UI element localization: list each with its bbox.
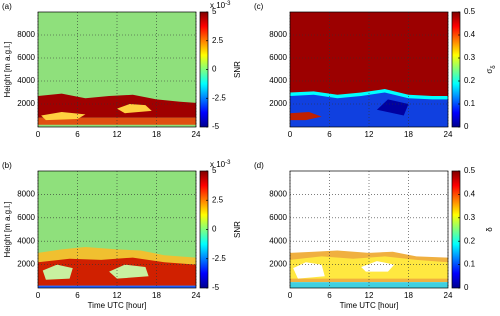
x-tick-label: 18 (404, 291, 413, 300)
y-tick-label: 8000 (269, 30, 287, 39)
y-axis-label: Height [m a.g.l.] (3, 201, 12, 257)
colorbar-scale: x 10-3 (210, 160, 231, 170)
x-tick-label: 0 (288, 291, 293, 300)
x-tick-label: 6 (75, 291, 80, 300)
y-tick-label: 6000 (269, 53, 287, 62)
colorbar (451, 11, 461, 128)
colorbar-label: σδ (485, 65, 496, 74)
y-tick-label: 2000 (269, 99, 287, 108)
y-tick-label: 8000 (269, 190, 287, 199)
colorbar-scale: x 10-3 (210, 1, 231, 11)
x-tick-label: 24 (192, 130, 201, 139)
colorbar-tick-label: -2.5 (212, 93, 226, 102)
colorbar-tick-label: 0 (212, 225, 217, 234)
x-tick-label: 24 (192, 291, 201, 300)
colorbar-tick-label: 0 (464, 283, 469, 292)
heatmap-region (290, 112, 322, 121)
x-tick-label: 6 (327, 291, 332, 300)
colorbar-tick-label: 5 (212, 166, 217, 175)
x-tick-label: 18 (404, 130, 413, 139)
x-tick-label: 6 (327, 130, 332, 139)
colorbar-label-sub: δ (491, 65, 497, 69)
x-tick-label: 18 (152, 291, 161, 300)
plot-frame (289, 170, 449, 289)
colorbar-tick-label: 0.2 (464, 76, 476, 85)
plot-frame (37, 170, 197, 289)
y-axis-label: Height [m a.g.l.] (3, 41, 12, 97)
plot-frame (289, 11, 449, 128)
y-tick-label: 2000 (17, 99, 35, 108)
x-tick-label: 12 (113, 291, 122, 300)
colorbar-tick-label: 0.5 (464, 166, 476, 175)
heatmap-region (376, 99, 409, 116)
colorbar-label-text: σ (485, 69, 494, 74)
colorbar-tick-label: 0.5 (464, 7, 476, 16)
y-tick-label: 4000 (17, 236, 35, 245)
colorbar-scale-exponent: -3 (225, 160, 231, 166)
colorbar-tick-label: 0.3 (464, 213, 476, 222)
colorbar-tick-label: 2.5 (212, 195, 224, 204)
x-tick-label: 24 (444, 130, 453, 139)
panel-label: (c) (254, 2, 264, 11)
panel-label: (a) (2, 2, 12, 11)
colorbar-tick-label: 0.4 (464, 30, 476, 39)
heatmap-region (117, 104, 152, 114)
y-tick-label: 4000 (17, 76, 35, 85)
colorbar-tick-label: 2.5 (212, 36, 224, 45)
heatmap-region (38, 117, 196, 125)
heatmap-region (361, 261, 395, 272)
colorbar-tick-label: -5 (212, 283, 220, 292)
heatmap-region (38, 285, 196, 288)
colorbar-tick-label: 0.1 (464, 260, 476, 269)
y-tick-label: 2000 (269, 260, 287, 269)
x-tick-label: 0 (36, 291, 41, 300)
x-tick-label: 24 (444, 291, 453, 300)
heatmap-region (42, 264, 73, 280)
y-tick-label: 8000 (17, 190, 35, 199)
x-axis-label: Time UTC [hour] (340, 301, 399, 310)
colorbar-label: SNR (233, 61, 242, 78)
colorbar-label: SNR (233, 221, 242, 238)
colorbar-label: δ (485, 227, 494, 232)
colorbar-tick-label: -2.5 (212, 254, 226, 263)
y-tick-label: 4000 (269, 236, 287, 245)
colorbar-tick-label: 0 (464, 122, 469, 131)
y-tick-label: 6000 (269, 213, 287, 222)
heatmap-region (293, 262, 325, 279)
heatmap-region (109, 264, 149, 279)
colorbar-label-text: SNR (233, 221, 242, 238)
colorbar-tick-label: 0 (212, 65, 217, 74)
panel-label: (d) (254, 161, 264, 170)
x-tick-label: 0 (288, 130, 293, 139)
y-tick-label: 8000 (17, 30, 35, 39)
colorbar-tick-label: 5 (212, 7, 217, 16)
heatmap-region (41, 112, 86, 121)
x-tick-label: 18 (152, 130, 161, 139)
heatmap-region (290, 92, 448, 127)
x-tick-label: 12 (365, 130, 374, 139)
y-tick-label: 6000 (17, 53, 35, 62)
colorbar-label-text: δ (485, 227, 494, 232)
y-tick-label: 2000 (17, 260, 35, 269)
colorbar (451, 170, 461, 289)
x-tick-label: 6 (75, 130, 80, 139)
x-tick-label: 0 (36, 130, 41, 139)
y-tick-label: 4000 (269, 76, 287, 85)
colorbar-scale-text: x 10 (210, 160, 226, 169)
x-tick-label: 12 (365, 291, 374, 300)
colorbar-label-text: SNR (233, 61, 242, 78)
y-tick-label: 6000 (17, 213, 35, 222)
colorbar-tick-label: 0.1 (464, 99, 476, 108)
colorbar-tick-label: -5 (212, 122, 220, 131)
colorbar-scale-text: x 10 (210, 1, 226, 10)
colorbar-tick-label: 0.2 (464, 236, 476, 245)
x-tick-label: 12 (113, 130, 122, 139)
colorbar-tick-label: 0.3 (464, 53, 476, 62)
colorbar-scale-exponent: -3 (225, 1, 231, 7)
colorbar-tick-label: 0.4 (464, 190, 476, 199)
plot-frame (37, 11, 197, 128)
panel-label: (b) (2, 161, 12, 170)
x-axis-label: Time UTC [hour] (88, 301, 147, 310)
